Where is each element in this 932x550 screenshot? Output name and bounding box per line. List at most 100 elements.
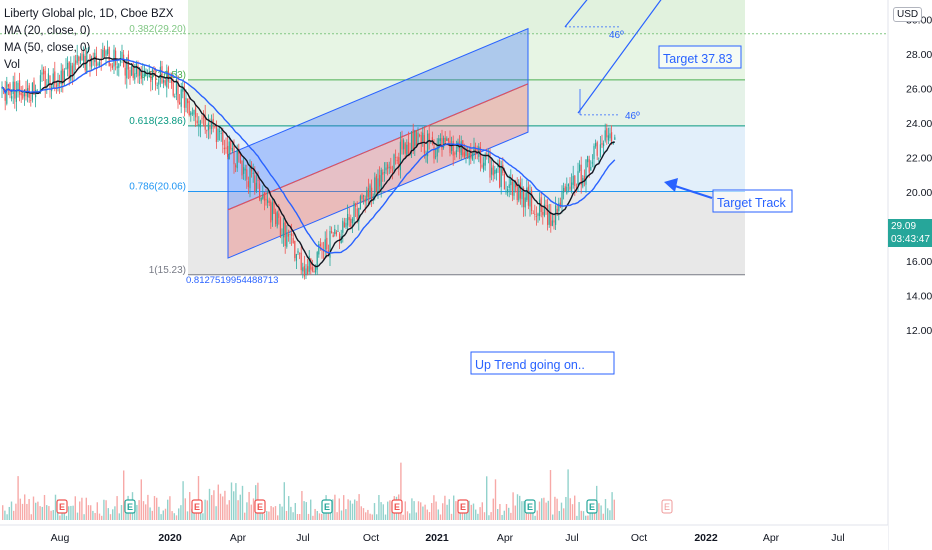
- volume-bar: [402, 514, 404, 520]
- candle-body: [271, 202, 273, 221]
- volume-bar: [340, 510, 343, 520]
- candle-body: [331, 231, 333, 234]
- volume-bar: [587, 515, 589, 520]
- ma20-legend[interactable]: MA (20, close, 0): [4, 25, 91, 37]
- earnings-marker-label: E: [589, 502, 595, 512]
- target-line-upper[interactable]: [564, 0, 680, 28]
- volume-bar: [380, 502, 382, 520]
- volume-bar: [226, 504, 228, 520]
- candle-body: [278, 213, 280, 218]
- candle-body: [62, 68, 64, 85]
- candle-body: [348, 217, 350, 221]
- candle-body: [363, 195, 365, 197]
- volume-bar: [362, 508, 365, 520]
- volume-bar: [488, 515, 490, 520]
- earnings-marker[interactable]: [254, 499, 266, 514]
- volume-bar: [424, 504, 426, 520]
- earnings-marker[interactable]: [391, 499, 403, 514]
- candle-body: [414, 130, 416, 147]
- volume-bar: [369, 513, 371, 520]
- volume-bar: [173, 513, 175, 520]
- candle-body: [246, 169, 248, 180]
- volume-bar: [197, 476, 200, 520]
- volume-bar: [406, 511, 409, 520]
- earnings-marker[interactable]: [586, 499, 598, 514]
- candle-body: [236, 150, 238, 169]
- candle-body: [134, 73, 136, 80]
- candle-body: [417, 132, 419, 144]
- candle-body: [295, 253, 297, 261]
- candle-body: [347, 214, 349, 226]
- volume-bar: [609, 510, 611, 520]
- volume-bar: [109, 514, 112, 520]
- volume-bar: [85, 497, 87, 520]
- currency-label[interactable]: USD: [893, 7, 923, 22]
- candle-body: [443, 137, 445, 148]
- volume-bar: [140, 479, 142, 520]
- ma50-legend[interactable]: MA (50, close, 0): [4, 42, 91, 54]
- target-line-lower[interactable]: [577, 0, 745, 114]
- candle-body: [526, 187, 528, 200]
- volume-legend[interactable]: Vol: [4, 59, 20, 71]
- volume-bar: [446, 504, 448, 520]
- volume-bar: [598, 503, 600, 520]
- candle-body: [396, 160, 398, 161]
- target-annotation-box[interactable]: [658, 45, 742, 69]
- price-axis[interactable]: [888, 0, 932, 550]
- uptrend-annotation-box[interactable]: [470, 351, 615, 375]
- volume-bar: [241, 485, 244, 520]
- volume-bar: [239, 494, 241, 520]
- fib-level-label: 0.786(20.06): [129, 181, 186, 192]
- volume-bar: [389, 500, 391, 520]
- price-axis-label: 22.00: [906, 153, 932, 165]
- volume-bar: [367, 509, 369, 520]
- volume-bar: [505, 504, 508, 520]
- volume-bar: [162, 510, 164, 520]
- candle-body: [107, 49, 109, 54]
- earnings-marker[interactable]: [56, 499, 68, 514]
- volume-bar: [305, 502, 307, 520]
- candle-body: [20, 92, 22, 96]
- volume-bar: [134, 507, 136, 520]
- volume-bar: [169, 496, 171, 520]
- candle-body: [452, 140, 454, 156]
- earnings-marker[interactable]: [524, 499, 536, 514]
- candle-body: [566, 186, 568, 194]
- candle-body: [4, 89, 6, 101]
- target-annotation-text: Target 37.83: [663, 52, 733, 66]
- candle-body: [406, 144, 408, 156]
- earnings-marker[interactable]: [321, 499, 333, 514]
- candle-body: [260, 197, 262, 202]
- volume-bar: [356, 500, 358, 520]
- earnings-marker[interactable]: [457, 499, 469, 514]
- volume-bar: [543, 497, 545, 520]
- volume-bar: [428, 512, 431, 520]
- earnings-marker-label: E: [324, 502, 330, 512]
- future-earnings-marker[interactable]: [661, 499, 673, 514]
- earnings-marker[interactable]: [124, 499, 136, 514]
- volume-bar: [164, 508, 167, 520]
- earnings-marker-label: E: [59, 502, 65, 512]
- volume-bar: [46, 505, 48, 520]
- candle-body: [289, 234, 291, 235]
- target-track-annotation-box[interactable]: [712, 189, 793, 213]
- candle-body: [492, 165, 494, 176]
- candle-body: [188, 100, 190, 116]
- candle-body: [559, 202, 561, 208]
- volume-bar: [107, 508, 109, 520]
- candle-body: [511, 181, 513, 196]
- volume-bar: [571, 504, 574, 520]
- volume-bar: [536, 510, 538, 520]
- candle-body: [91, 57, 93, 68]
- earnings-marker[interactable]: [191, 499, 203, 514]
- symbol-title[interactable]: Liberty Global plc, 1D, Cboe BZX: [4, 8, 174, 20]
- candle-body: [110, 63, 112, 66]
- candle-body: [359, 196, 361, 210]
- time-axis[interactable]: [0, 525, 888, 550]
- candle-body: [534, 213, 536, 215]
- volume-bar: [450, 513, 453, 520]
- volume-bar: [233, 491, 235, 520]
- candle-body: [166, 70, 168, 88]
- volume-bar: [246, 502, 248, 520]
